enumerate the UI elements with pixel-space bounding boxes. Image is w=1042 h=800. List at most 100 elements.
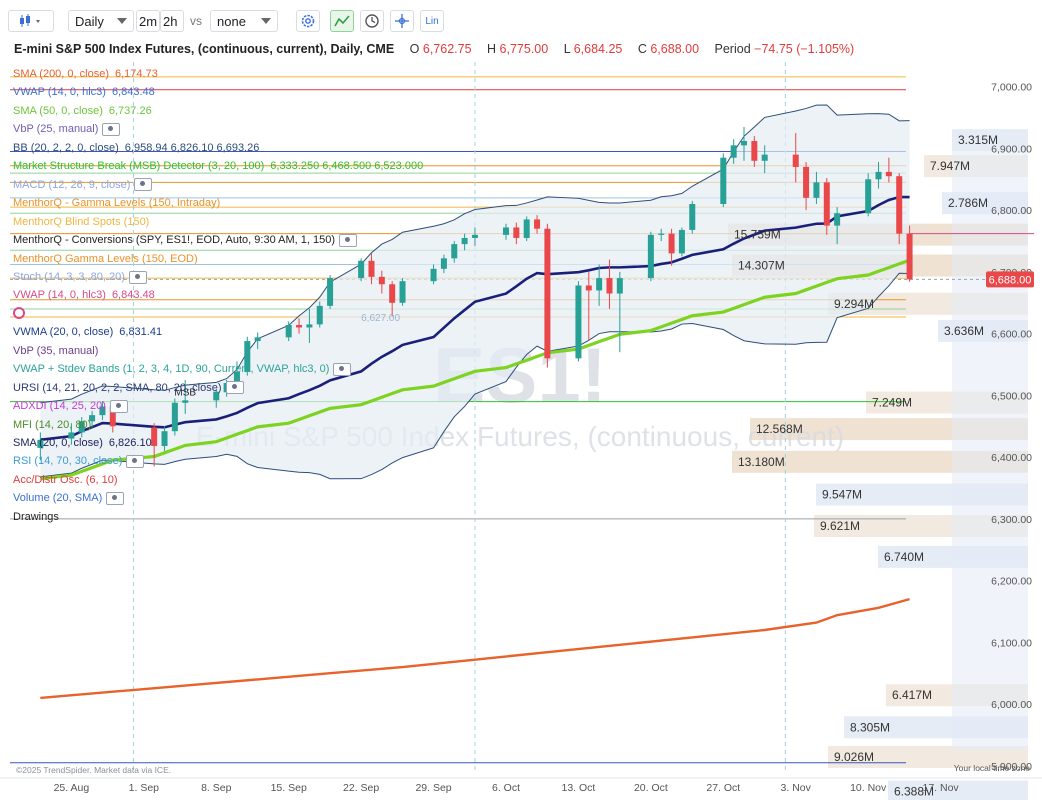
- indicator-name: MenthorQ Blind Spots (150): [13, 215, 150, 228]
- indicator-row[interactable]: MACD (12, 26, 9, close): [13, 178, 153, 192]
- candle-body: [440, 258, 447, 269]
- candle-body: [503, 227, 509, 235]
- indicator-name: URSI (14, 21, 20, 2, 2, SMA, 80, 20, clo…: [13, 381, 222, 394]
- indicator-row[interactable]: MenthorQ Blind Spots (150): [13, 215, 149, 229]
- trend-tool-button[interactable]: [330, 10, 354, 32]
- indicator-row[interactable]: MenthorQ - Gamma Levels (150, Intraday): [13, 196, 220, 210]
- candle-body: [823, 182, 830, 226]
- indicator-row[interactable]: Market Structure Break (MSB) Detector (3…: [13, 159, 423, 173]
- candle-body: [720, 157, 727, 204]
- indicator-row[interactable]: VbP (25, manual): [13, 122, 121, 136]
- indicator-row[interactable]: VWMA (20, 0, close) 6,831.41: [13, 325, 162, 339]
- indicator-name: MenthorQ Gamma Levels (150, EOD): [13, 252, 198, 265]
- candle-body: [803, 166, 810, 198]
- x-tick-label: 3. Nov: [781, 782, 812, 794]
- chart-type-button[interactable]: [8, 10, 54, 32]
- volume-profile-label: 6.740M: [884, 550, 924, 564]
- indicator-row[interactable]: Acc/Distr Osc. (6, 10): [13, 473, 118, 487]
- indicator-row[interactable]: [13, 306, 25, 323]
- x-tick-label: 1. Sep: [129, 782, 160, 794]
- y-tick-label: 6,400.00: [991, 452, 1032, 464]
- candlestick-icon: [20, 14, 40, 27]
- timezone-note: Your local time zone: [954, 763, 1031, 773]
- indicator-row[interactable]: ADXDI (14, 25, 20): [13, 399, 128, 413]
- volume-profile-label: 15.759M: [734, 228, 781, 242]
- bollinger-upper-line: [40, 104, 910, 404]
- open-label: O: [409, 42, 420, 56]
- candle-body: [182, 400, 189, 403]
- eye-icon[interactable]: [333, 362, 352, 376]
- indicator-values: 6,826.10: [108, 437, 152, 449]
- settings-button[interactable]: [296, 10, 320, 32]
- toolbar: Daily 2m 2h vs none Lin: [0, 0, 1042, 40]
- crosshair-button[interactable]: [390, 10, 414, 32]
- indicator-row[interactable]: SMA (50, 0, close) 6,737.26: [13, 104, 152, 118]
- last-price-label: 6,688.00: [989, 274, 1032, 286]
- y-tick-label: 5,900.00: [991, 761, 1032, 773]
- eye-icon[interactable]: [109, 399, 128, 413]
- candle-body: [896, 176, 903, 234]
- y-tick-label: 6,800.00: [991, 205, 1032, 217]
- indicator-row[interactable]: SMA (20, 0, close) 6,826.10: [13, 436, 152, 450]
- clock-button[interactable]: [360, 10, 384, 32]
- lin-scale-button[interactable]: Lin: [420, 10, 444, 32]
- compare-select[interactable]: none: [210, 10, 278, 32]
- last-price-badge: [986, 271, 1034, 288]
- eye-icon[interactable]: [134, 178, 153, 192]
- bollinger-band-fill: [40, 104, 910, 479]
- eye-icon[interactable]: [225, 381, 244, 395]
- interval-select[interactable]: Daily: [68, 10, 134, 32]
- indicator-row[interactable]: URSI (14, 21, 20, 2, 2, SMA, 80, 20, clo…: [13, 381, 244, 395]
- indicator-row[interactable]: VWAP (14, 0, hlc3) 6,843.48: [13, 85, 155, 99]
- candle-body: [368, 260, 375, 277]
- candle-body: [906, 233, 913, 280]
- candle-body: [461, 237, 468, 245]
- interval-2m-label: 2m: [139, 13, 158, 29]
- interval-value: Daily: [75, 13, 104, 29]
- y-tick-label: 6,600.00: [991, 329, 1032, 341]
- eye-icon[interactable]: [128, 270, 147, 284]
- compare-value: none: [217, 13, 246, 29]
- indicator-row[interactable]: VWAP + Stdev Bands (1, 2, 3, 4, 1D, 90, …: [13, 362, 352, 376]
- indicator-row[interactable]: VbP (35, manual): [13, 344, 98, 358]
- eye-icon[interactable]: [126, 455, 145, 469]
- volume-profile-label: 3.315M: [958, 133, 998, 147]
- candle-body: [471, 234, 478, 238]
- x-tick-label: 13. Oct: [562, 782, 596, 794]
- indicator-row[interactable]: Stoch (14, 3, 3, 80, 20): [13, 270, 147, 284]
- indicator-row[interactable]: RSI (14, 70, 30, close): [13, 454, 145, 469]
- indicator-row[interactable]: MenthorQ - Conversions (SPY, ES1!, EOD, …: [13, 233, 358, 247]
- indicator-row[interactable]: MenthorQ Gamma Levels (150, EOD): [13, 252, 198, 266]
- close-label: C: [637, 42, 647, 56]
- target-icon[interactable]: [13, 306, 25, 319]
- candle-body: [885, 171, 892, 177]
- indicator-row[interactable]: BB (20, 2, 2, 0, close) 6,958.94 6,826.10…: [13, 141, 259, 155]
- indicator-name: Drawings: [13, 510, 59, 523]
- period-label: Period: [714, 42, 751, 56]
- eye-icon[interactable]: [102, 122, 121, 136]
- indicator-name: Stoch (14, 3, 3, 80, 20): [13, 270, 125, 283]
- indicator-row[interactable]: SMA (200, 0, close) 6,174.73: [13, 67, 158, 81]
- interval-2h-button[interactable]: 2h: [160, 10, 184, 32]
- volume-profile-label: 9.026M: [834, 750, 874, 764]
- candle-body: [513, 227, 520, 238]
- high-value: 6,775.00: [499, 42, 549, 56]
- eye-icon[interactable]: [106, 491, 125, 505]
- indicator-values: 6,737.26: [108, 104, 152, 117]
- candle-body: [730, 145, 737, 158]
- candle-body: [399, 281, 406, 303]
- indicator-row[interactable]: Volume (20, SMA): [13, 491, 125, 505]
- x-tick-label: 8. Sep: [201, 782, 232, 794]
- indicator-row[interactable]: MFI (14, 20, 80): [13, 418, 91, 432]
- indicator-row[interactable]: VWAP (14, 0, hlc3) 6,843.48: [13, 288, 155, 302]
- conversion-label: 6,627.00: [361, 313, 400, 324]
- indicator-name: VWMA (20, 0, close): [13, 326, 114, 339]
- candle-body: [296, 325, 303, 328]
- eye-icon[interactable]: [339, 233, 358, 247]
- indicator-row[interactable]: Drawings: [13, 510, 59, 524]
- interval-2m-button[interactable]: 2m: [136, 10, 160, 32]
- candle-body: [451, 244, 458, 259]
- y-tick-label: 6,200.00: [991, 576, 1032, 588]
- interval-2h-label: 2h: [163, 13, 178, 29]
